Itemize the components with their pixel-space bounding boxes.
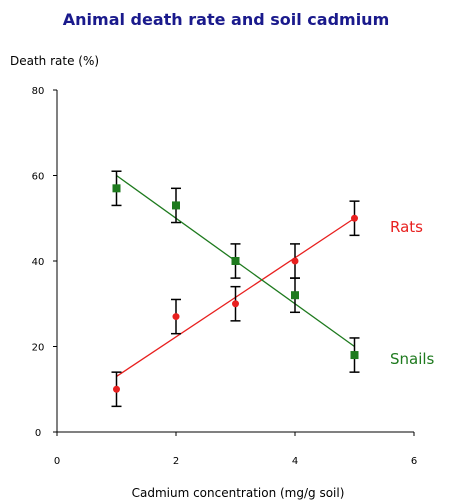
rats-point [351,214,358,222]
y-tick-label: 20 [32,343,45,354]
x-axis-label: Cadmium concentration (mg/g soil) [132,486,345,500]
y-tick-label: 0 [35,428,41,439]
x-tick-label: 6 [411,456,417,467]
y-tick-label: 40 [32,257,45,268]
rats-point [172,313,180,321]
x-tick-label: 0 [54,456,60,467]
snails-series-label: Snails [390,350,435,368]
y-axis-label: Death rate (%) [10,54,99,68]
snails-point [112,184,121,193]
x-tick-label: 4 [292,456,298,467]
snails-point [291,291,299,300]
error-bars [111,170,360,408]
snails-point [172,201,180,210]
y-tick-label: 80 [32,86,45,97]
snails-point [350,351,359,360]
snails-point [231,257,240,265]
x-tick-label: 2 [173,456,179,467]
rats-point [291,257,299,265]
y-tick-label: 60 [32,172,45,183]
rats-series-label: Rats [390,218,423,236]
data-points [112,184,359,393]
chart-title: Animal death rate and soil cadmium [63,10,389,29]
rats-point [232,300,239,308]
rats-point [113,385,120,393]
series-labels: Rats Snails [390,218,435,368]
